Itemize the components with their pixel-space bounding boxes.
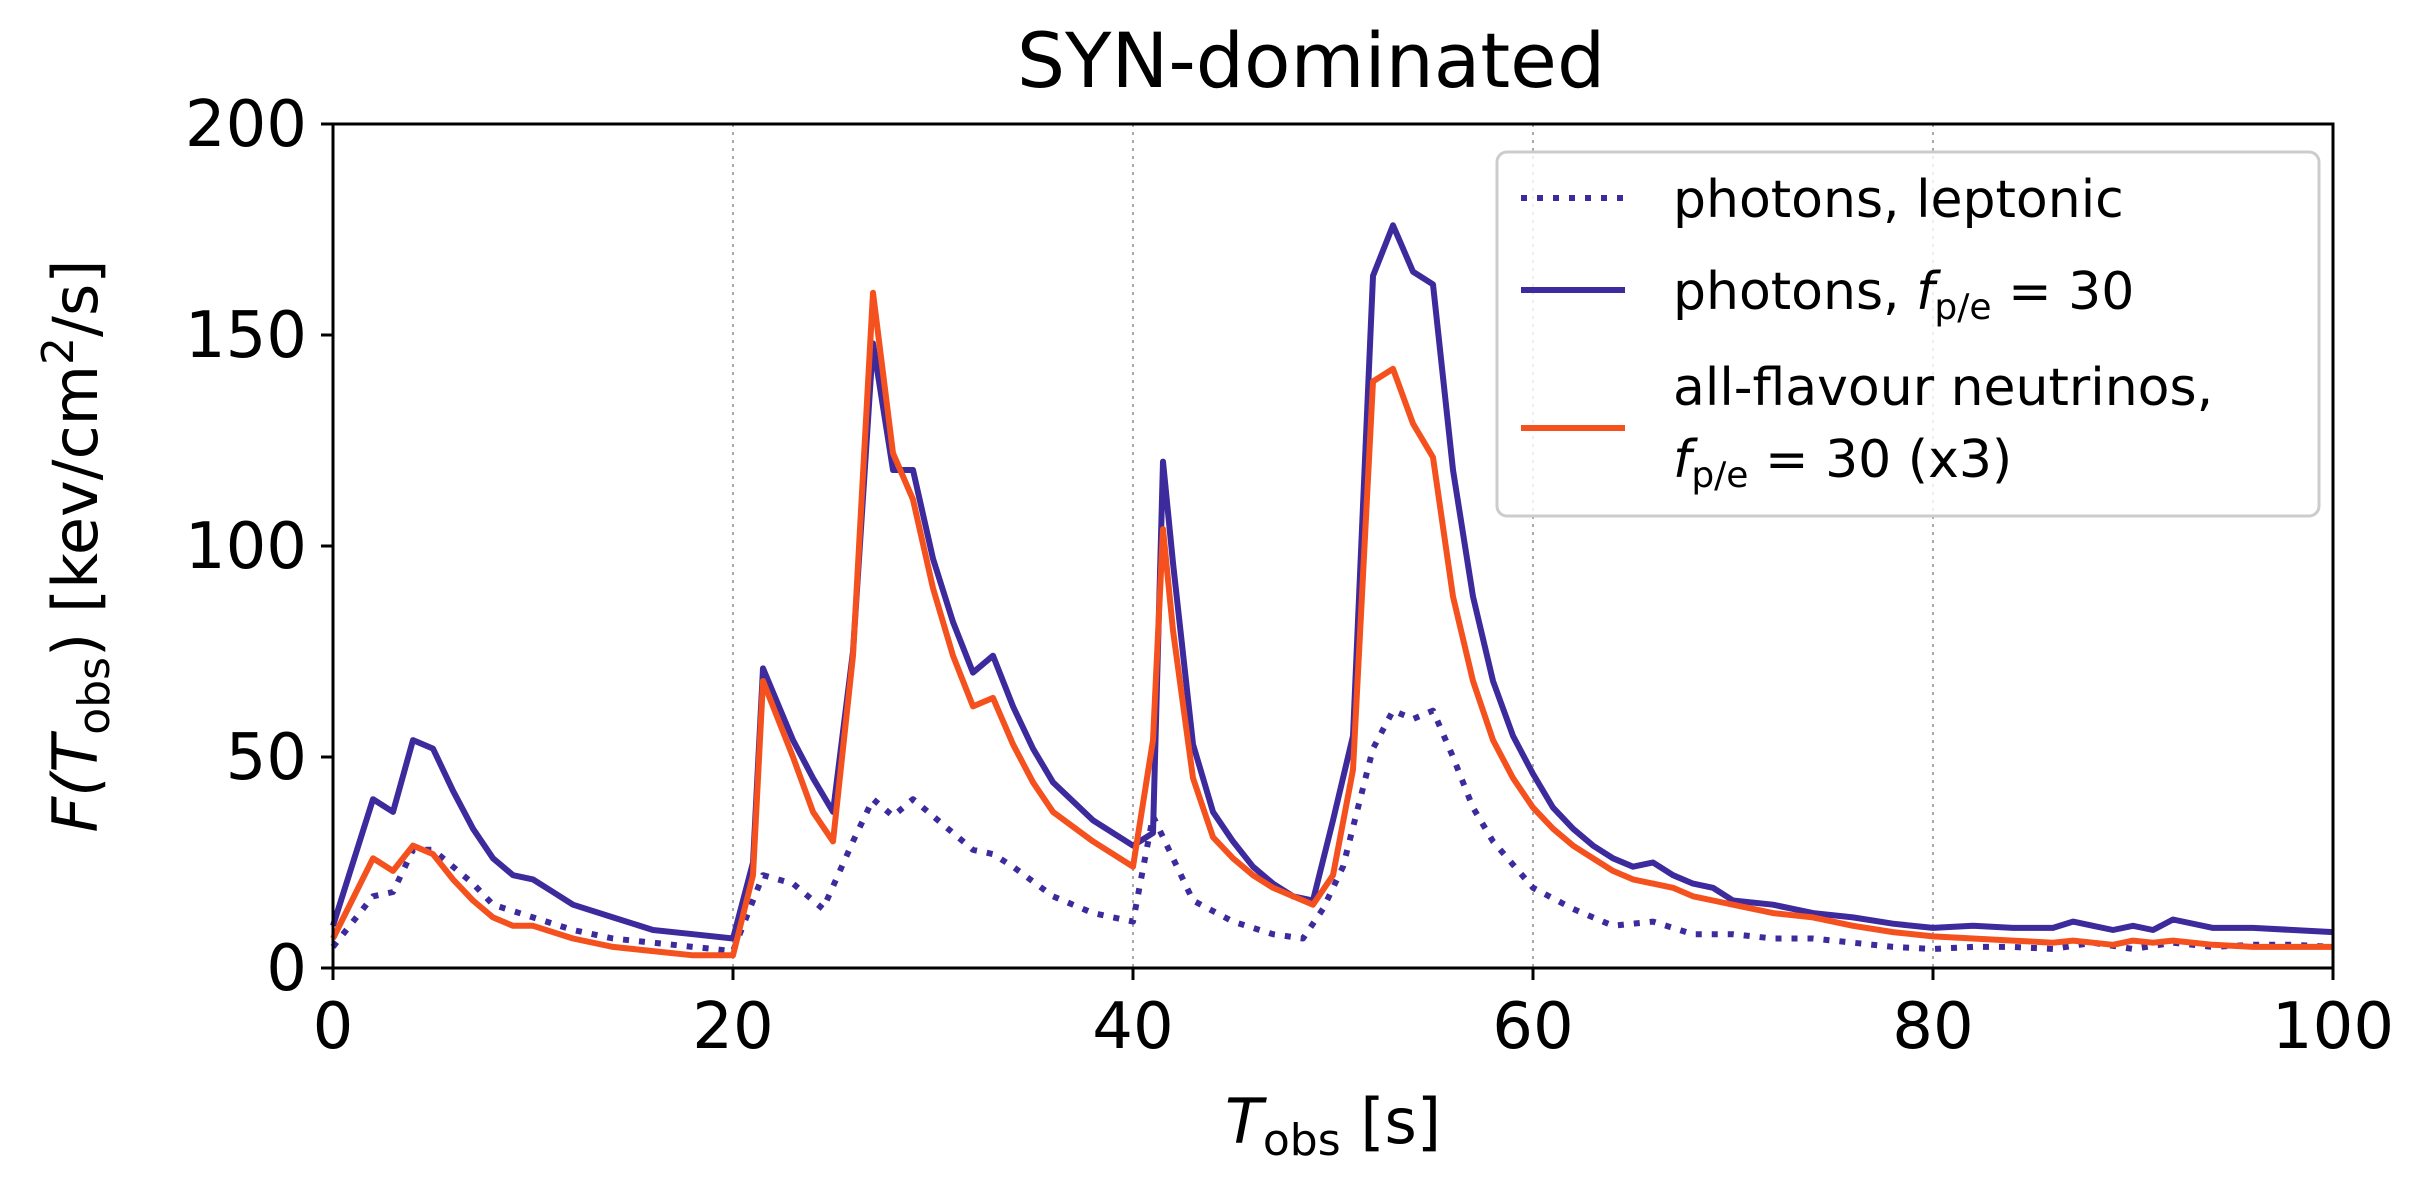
series-photons-leptonic — [330, 707, 2334, 955]
legend-label-neutrinos-line1: all-flavour neutrinos, — [1673, 358, 2213, 418]
y-axis-label-sup: 2 — [33, 337, 84, 365]
y-tick-label: 150 — [185, 299, 307, 373]
x-tick-label: 20 — [692, 990, 773, 1064]
y-axis-label-sub: obs — [69, 657, 120, 735]
legend-label-photons-fpe: photons, fp/e = 30 — [1673, 262, 2134, 328]
legend-box — [1495, 150, 2321, 518]
x-axis-label: Tobs [s] — [1225, 1085, 1441, 1166]
x-axis-label-unit: [s] — [1341, 1085, 1441, 1158]
y-axis-label-close: ) [kev/cm — [39, 365, 112, 657]
y-tick-label: 100 — [185, 510, 307, 584]
legend: photons, leptonic photons, fp/e = 30 all… — [1495, 150, 2321, 518]
series-layer — [330, 222, 2334, 959]
x-tick-label: 60 — [1492, 990, 1573, 1064]
y-axis-label-main: F(T — [39, 731, 112, 833]
x-tick-label: 40 — [1092, 990, 1173, 1064]
chart-title: SYN-dominated — [1017, 16, 1605, 105]
x-axis-label-main: T — [1225, 1085, 1267, 1158]
legend-label-photons-leptonic: photons, leptonic — [1673, 170, 2124, 230]
x-tick-label: 80 — [1892, 990, 1973, 1064]
x-axis-ticks: 0 20 40 60 80 100 — [313, 968, 2394, 1064]
y-tick-label: 200 — [185, 88, 307, 162]
y-axis-label-end: /s] — [39, 260, 112, 337]
y-axis-ticks: 0 50 100 150 200 — [185, 88, 333, 1006]
series-photons-fpe — [330, 222, 2334, 942]
x-tick-label: 0 — [313, 990, 354, 1064]
x-tick-label: 100 — [2272, 990, 2394, 1064]
series-neutrinos — [330, 289, 2333, 959]
y-tick-label: 0 — [266, 932, 307, 1006]
y-axis-label: F(Tobs) [kev/cm2/s] — [33, 260, 120, 833]
x-axis-label-sub: obs — [1263, 1115, 1341, 1166]
y-tick-label: 50 — [226, 721, 307, 795]
